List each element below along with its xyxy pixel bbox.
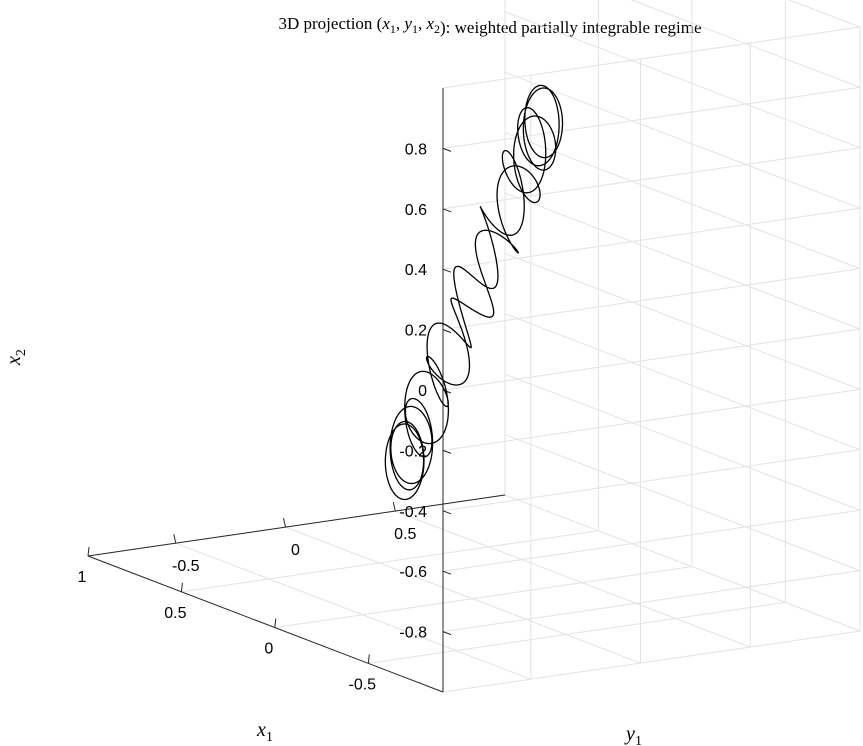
grid-line: [442, 86, 861, 149]
box-edge: [442, 26, 861, 89]
grid-line: [504, 71, 861, 209]
box-edge: [504, 494, 861, 632]
grid-line: [504, 252, 861, 390]
box-edge: [788, 0, 861, 28]
grid-line: [504, 373, 861, 511]
grid-line: [285, 526, 641, 664]
grid-line: [442, 388, 861, 451]
grid-line: [504, 313, 861, 451]
grid-line: [442, 328, 861, 391]
grid-line: [630, 0, 861, 88]
chart-ticks: 0.8 0.6 0.4 0.2 0 -0.2 -0.4 -0.6 -0.8 -0.5 0 0.5 1 -0…: [78, 141, 452, 693]
y-tick: [283, 517, 286, 528]
y-tick-label: 0: [291, 542, 300, 559]
z-axis-label: x2: [3, 349, 29, 366]
x-tick: [87, 546, 90, 557]
y-axis-label: y1: [624, 723, 642, 746]
grid-line: [175, 542, 531, 680]
chart-axes: [87, 88, 506, 693]
z-tick-label: 0.8: [405, 141, 427, 158]
z-tick: [442, 208, 452, 213]
box-edge: [442, 630, 861, 693]
grid-line: [504, 11, 861, 149]
z-tick-label: 0.6: [405, 202, 427, 219]
z-tick: [442, 147, 452, 152]
x-tick-label: 0.5: [164, 605, 186, 622]
z-tick-label: -0.6: [399, 564, 427, 581]
x-axis-line: [87, 555, 444, 693]
x-tick: [180, 582, 183, 592]
grid-line: [504, 434, 861, 572]
z-tick: [442, 329, 452, 334]
trajectory-curve: [384, 84, 564, 501]
y-tick: [173, 534, 177, 544]
z-tick-label: -0.4: [399, 504, 427, 521]
z-tick-label: 0.2: [405, 323, 427, 340]
grid-line: [442, 268, 861, 331]
grid-line: [442, 570, 861, 633]
chart-grid: [87, 0, 861, 693]
z-tick-label: -0.2: [399, 443, 427, 460]
z-tick: [442, 268, 452, 273]
z-tick: [442, 449, 452, 454]
z-tick-label: 0.4: [405, 262, 427, 279]
x-tick-label: 0: [264, 641, 273, 658]
y-axis-line: [87, 494, 506, 557]
z-tick-label: 0: [418, 383, 427, 400]
z-tick: [442, 510, 452, 515]
grid-line: [442, 147, 861, 210]
x-tick: [274, 618, 277, 628]
x-tick-label: 1: [78, 569, 87, 586]
grid-line: [181, 530, 599, 593]
chart-title: 3D projection (x1, y1, x2): weighted par…: [278, 14, 701, 37]
grid-line: [504, 132, 861, 270]
grid-line: [368, 601, 786, 664]
y-tick-label: 0.5: [394, 526, 416, 543]
z-tick: [442, 631, 452, 636]
grid-line: [274, 566, 692, 629]
x-tick-label: -0.5: [349, 676, 377, 693]
x-tick: [367, 654, 370, 664]
grid-line: [442, 509, 861, 572]
grid-line: [442, 449, 861, 512]
y-tick-label: -0.5: [172, 558, 200, 575]
grid-line: [504, 192, 861, 330]
z-tick: [442, 570, 452, 575]
x-axis-label: x1: [256, 719, 273, 745]
z-tick-label: -0.8: [399, 625, 427, 642]
axis-labels: x1 y1 x2: [3, 349, 642, 746]
grid-line: [395, 510, 751, 648]
y-tick: [392, 501, 396, 512]
grid-line: [442, 207, 861, 270]
